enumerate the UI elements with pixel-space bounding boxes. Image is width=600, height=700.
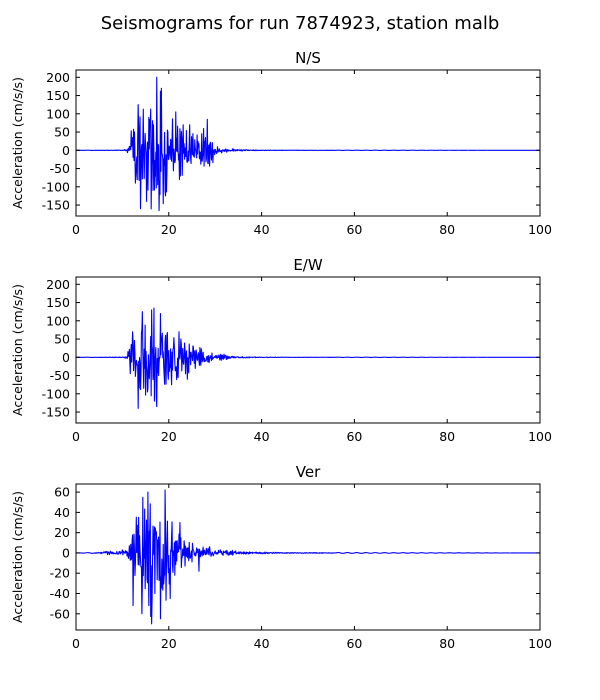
x-tick-label: 60 xyxy=(346,222,362,237)
y-tick-label: 60 xyxy=(54,485,70,500)
y-tick-label: 50 xyxy=(54,125,70,140)
x-tick-label: 0 xyxy=(72,222,80,237)
chart-panel-1: N/S Acceleration (cm/s/s) 0 20 40 60 80 100 -150… xyxy=(10,49,552,237)
seismogram-trace xyxy=(76,307,540,409)
seismogram-trace xyxy=(76,76,540,212)
y-tick-label: 0 xyxy=(62,545,70,560)
y-tick-label: 150 xyxy=(46,88,70,103)
x-tick-label: 20 xyxy=(161,636,177,651)
figure-title: Seismograms for run 7874923, station mal… xyxy=(101,13,500,34)
axes-frame xyxy=(75,483,541,631)
x-tick-label: 60 xyxy=(346,429,362,444)
x-tick-label: 40 xyxy=(254,429,270,444)
y-tick-label: -150 xyxy=(42,198,70,213)
y-tick-label: 20 xyxy=(54,525,70,540)
axes-frame xyxy=(75,276,541,424)
y-axis-label: Acceleration (cm/s/s) xyxy=(10,284,25,416)
y-axis-label: Acceleration (cm/s/s) xyxy=(10,491,25,623)
y-tick-label: -60 xyxy=(50,606,70,621)
y-tick-label: 100 xyxy=(46,313,70,328)
y-tick-label: 200 xyxy=(46,70,70,85)
x-tick-label: 0 xyxy=(72,636,80,651)
y-tick-label: 50 xyxy=(54,332,70,347)
chart-title: Ver xyxy=(296,463,321,481)
y-tick-label: -20 xyxy=(50,566,70,581)
y-tick-label: -50 xyxy=(50,368,70,383)
seismogram-panels: N/S Acceleration (cm/s/s) 0 20 40 60 80 100 -150… xyxy=(10,49,552,651)
x-tick-label: 20 xyxy=(161,222,177,237)
y-tick-label: -100 xyxy=(42,179,70,194)
y-tick-label: 150 xyxy=(46,295,70,310)
x-tick-label: 100 xyxy=(528,222,552,237)
chart-panel-3: Ver Acceleration (cm/s/s) 0 20 40 60 80 100 -60 -… xyxy=(10,463,552,651)
y-tick-label: 200 xyxy=(46,277,70,292)
y-tick-label: -40 xyxy=(50,586,70,601)
x-tick-label: 0 xyxy=(72,429,80,444)
x-tick-label: 100 xyxy=(528,429,552,444)
y-tick-label: 0 xyxy=(62,143,70,158)
x-tick-label: 80 xyxy=(439,222,455,237)
chart-panel-2: E/W Acceleration (cm/s/s) 0 20 40 60 80 100 -150… xyxy=(10,256,552,444)
x-tick-label: 60 xyxy=(346,636,362,651)
y-tick-label: 100 xyxy=(46,106,70,121)
y-tick-label: 0 xyxy=(62,350,70,365)
y-tick-label: -150 xyxy=(42,405,70,420)
y-tick-label: -50 xyxy=(50,161,70,176)
chart-title: N/S xyxy=(295,49,321,67)
y-tick-label: -100 xyxy=(42,386,70,401)
x-tick-label: 80 xyxy=(439,636,455,651)
seismogram-trace xyxy=(76,489,540,625)
chart-title: E/W xyxy=(293,256,323,274)
x-tick-label: 40 xyxy=(254,222,270,237)
y-tick-label: 40 xyxy=(54,505,70,520)
x-tick-label: 20 xyxy=(161,429,177,444)
y-axis-label: Acceleration (cm/s/s) xyxy=(10,77,25,209)
x-tick-label: 80 xyxy=(439,429,455,444)
axes-frame xyxy=(75,69,541,217)
x-tick-label: 100 xyxy=(528,636,552,651)
x-tick-label: 40 xyxy=(254,636,270,651)
